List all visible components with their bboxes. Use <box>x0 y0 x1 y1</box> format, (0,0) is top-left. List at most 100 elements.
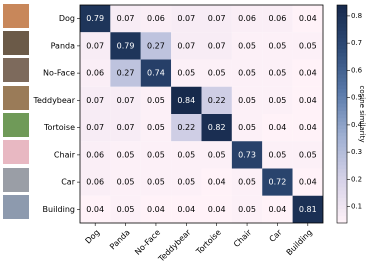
cell <box>140 114 172 142</box>
cell-label: 0.06 <box>269 14 287 23</box>
cell <box>231 141 263 169</box>
x-tick-label: No-Face <box>133 228 162 257</box>
colorbar-segment <box>337 124 347 130</box>
cell-label: 0.05 <box>147 96 165 105</box>
colorbar-segment <box>337 146 347 151</box>
cell-label: 0.05 <box>177 178 195 187</box>
colorbar-segment <box>337 81 347 86</box>
colorbar-segment <box>337 172 347 177</box>
cell <box>292 59 323 87</box>
cell-label: 0.04 <box>299 123 317 132</box>
colorbar-segment <box>337 157 347 162</box>
colorbar-segment <box>337 103 347 108</box>
cell <box>292 114 323 142</box>
colorbar-tick-label: 0.6 <box>351 66 363 74</box>
colorbar-segment <box>337 44 347 50</box>
cell <box>80 141 111 169</box>
colorbar-tick-label: 0.3 <box>351 148 362 156</box>
cell-label: 0.07 <box>117 96 135 105</box>
cell <box>231 5 263 33</box>
cell <box>171 168 202 196</box>
cell <box>140 59 172 87</box>
cell-label: 0.06 <box>86 178 104 187</box>
cell <box>110 59 141 87</box>
cell <box>262 5 293 33</box>
colorbar-segment <box>337 5 347 10</box>
cell <box>140 141 172 169</box>
colorbar-segment <box>337 168 347 173</box>
cell <box>171 195 202 223</box>
cell-label: 0.05 <box>117 205 135 214</box>
colorbar-segment <box>337 193 347 199</box>
colorbar-segment <box>337 52 347 57</box>
colorbar-segment <box>337 34 347 39</box>
cell-label: 0.04 <box>269 205 287 214</box>
cell-label: 0.06 <box>147 14 165 23</box>
cell <box>80 5 111 33</box>
colorbar-segment <box>337 121 347 126</box>
colorbar-segment <box>337 110 347 115</box>
cell-label: 0.07 <box>86 123 104 132</box>
colorbar-segment <box>337 23 347 28</box>
cell <box>140 86 172 114</box>
cell <box>80 32 111 60</box>
y-tick-label: Car <box>61 178 75 187</box>
cell-label: 0.04 <box>147 205 165 214</box>
cell <box>231 195 263 223</box>
colorbar-segment <box>337 41 347 46</box>
cell <box>262 59 293 87</box>
cell <box>140 168 172 196</box>
thumbnail <box>3 140 29 164</box>
cell <box>110 114 141 142</box>
cell-label: 0.04 <box>86 205 104 214</box>
cell-label: 0.05 <box>299 41 317 50</box>
colorbar-segment <box>337 212 347 217</box>
cell-label: 0.07 <box>177 14 195 23</box>
cell <box>110 86 141 114</box>
cell <box>262 86 293 114</box>
cell <box>110 168 141 196</box>
cell-label: 0.07 <box>117 123 135 132</box>
colorbar-segment <box>337 219 347 224</box>
cell <box>201 86 232 114</box>
colorbar-tick-label: 0.2 <box>351 175 362 183</box>
cell <box>292 168 323 196</box>
colorbar-segment <box>337 37 347 42</box>
thumbnail <box>3 86 29 110</box>
cell-label: 0.22 <box>177 123 195 132</box>
cell-label: 0.05 <box>238 123 256 132</box>
cell <box>201 168 232 196</box>
x-tick-label: Panda <box>108 228 132 252</box>
cell <box>171 59 202 87</box>
cell <box>171 5 202 33</box>
colorbar-segment <box>337 208 347 213</box>
cell <box>201 32 232 60</box>
colorbar-segment <box>337 186 347 191</box>
cell <box>80 114 111 142</box>
cell-label: 0.04 <box>299 96 317 105</box>
y-tick-label: No-Face <box>43 69 75 78</box>
cell-label: 0.07 <box>117 14 135 23</box>
colorbar-segment <box>337 128 347 133</box>
cell-label: 0.05 <box>238 205 256 214</box>
colorbar-segment <box>337 15 347 21</box>
colorbar-segment <box>337 132 347 137</box>
cell-label: 0.04 <box>299 178 317 187</box>
colorbar-segment <box>337 183 347 188</box>
cell-label: 0.06 <box>86 69 104 78</box>
y-tick-label: Panda <box>51 41 76 50</box>
cell <box>201 5 232 33</box>
cell-label: 0.04 <box>299 14 317 23</box>
y-tick-label: Tortoise <box>43 123 75 132</box>
cell-label: 0.22 <box>208 96 226 105</box>
cell <box>262 141 293 169</box>
plot-frame <box>79 4 324 224</box>
cell-label: 0.07 <box>86 96 104 105</box>
colorbar-segment <box>337 190 347 195</box>
cell-label: 0.79 <box>117 41 135 50</box>
cell-label: 0.27 <box>147 41 165 50</box>
cell-label: 0.05 <box>238 96 256 105</box>
cell-label: 0.05 <box>299 150 317 159</box>
cell-label: 0.04 <box>269 123 287 132</box>
